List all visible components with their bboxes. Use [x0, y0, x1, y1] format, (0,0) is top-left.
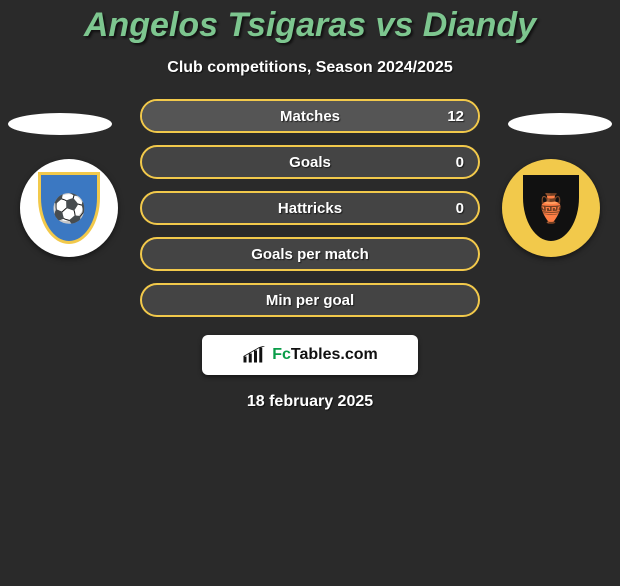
stat-row-goals: Goals 0 — [140, 145, 480, 179]
stat-label: Hattricks — [278, 200, 342, 217]
comparison-stage: ⚽ 🏺 Matches 12 Goals 0 Hattricks 0 Goals… — [0, 99, 620, 411]
club-crest-left: ⚽ — [38, 172, 100, 244]
stat-value: 0 — [456, 200, 464, 217]
bar-chart-icon — [242, 346, 266, 364]
player-name-pill-right — [508, 113, 612, 135]
club-badge-right: 🏺 — [502, 159, 600, 257]
branding-box[interactable]: FcTables.com — [202, 335, 418, 375]
player-name-pill-left — [8, 113, 112, 135]
stat-row-hattricks: Hattricks 0 — [140, 191, 480, 225]
stat-label: Goals — [289, 154, 331, 171]
brand-text: FcTables.com — [272, 346, 378, 364]
stat-pills: Matches 12 Goals 0 Hattricks 0 Goals per… — [140, 99, 480, 317]
stat-value: 12 — [447, 108, 464, 125]
footer-date: 18 february 2025 — [0, 393, 620, 411]
stat-row-goals-per-match: Goals per match — [140, 237, 480, 271]
page-title: Angelos Tsigaras vs Diandy — [0, 6, 620, 45]
stat-label: Matches — [280, 108, 340, 125]
club-badge-left: ⚽ — [20, 159, 118, 257]
crest-glyph-left: ⚽ — [52, 192, 87, 225]
page-subtitle: Club competitions, Season 2024/2025 — [0, 59, 620, 77]
stat-value: 0 — [456, 154, 464, 171]
stat-row-min-per-goal: Min per goal — [140, 283, 480, 317]
stat-label: Min per goal — [266, 292, 354, 309]
club-crest-right: 🏺 — [520, 172, 582, 244]
stat-row-matches: Matches 12 — [140, 99, 480, 133]
stat-label: Goals per match — [251, 246, 369, 263]
crest-glyph-right: 🏺 — [534, 192, 569, 225]
